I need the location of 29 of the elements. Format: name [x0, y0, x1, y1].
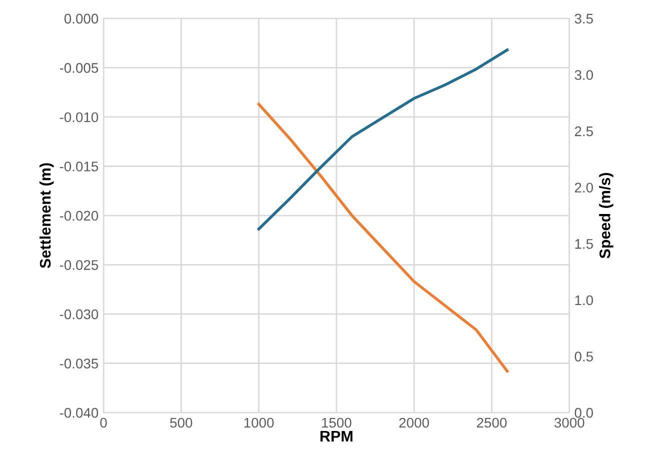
y-tick-label: -0.015 [60, 162, 98, 172]
y-tick-label: -0.020 [60, 210, 98, 221]
y-tick-label: -0.035 [60, 358, 98, 368]
y-tick-label: 0.000 [64, 14, 98, 24]
y2-tick-label: 3.0 [574, 70, 593, 80]
y2-tick-label: 1.5 [575, 239, 593, 249]
x-tick-label: 2000 [399, 418, 429, 428]
x-tick-label: 0 [100, 418, 107, 428]
y-tick-label: -0.005 [60, 63, 98, 73]
x-tick-label: 1000 [244, 418, 274, 428]
y-tick-label: -0.030 [60, 309, 98, 320]
y2-tick-label: 0.5 [574, 352, 593, 362]
line-series [257, 102, 509, 373]
y2-tick-label: 1.0 [575, 295, 593, 306]
y-axis-title: Settlement (m) [39, 163, 54, 268]
y-tick-label: -0.010 [60, 112, 98, 122]
y2-tick-label: 0.0 [574, 408, 593, 418]
y2-tick-label: 3.5 [574, 14, 593, 24]
y2-tick-label: 2.5 [574, 126, 593, 136]
y-tick-label: -0.025 [60, 260, 98, 270]
y-tick-label: -0.040 [60, 408, 98, 418]
x-tick-label: 500 [170, 418, 192, 428]
x-tick-label: 1500 [322, 418, 352, 428]
x-tick-label: 2500 [476, 418, 507, 428]
x-axis-title: RPM [320, 430, 352, 442]
y2-axis-title: Speed (m/s) [599, 172, 614, 258]
y2-tick-label: 2.0 [574, 182, 593, 193]
line-series [257, 48, 509, 230]
x-tick-label: 3000 [554, 418, 584, 428]
